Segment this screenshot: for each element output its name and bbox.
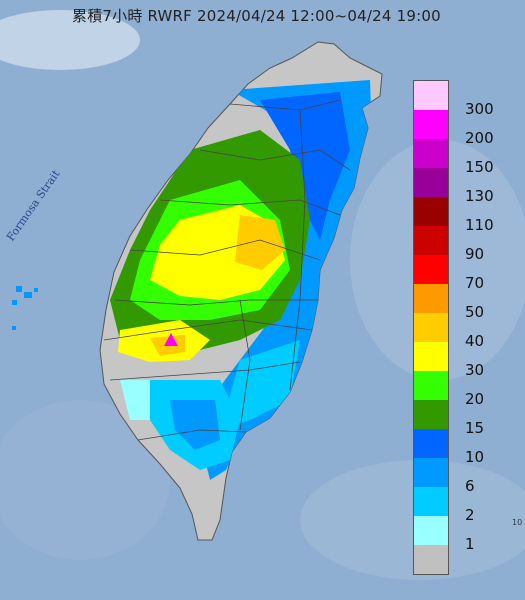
cloud-patch — [0, 10, 140, 70]
legend-label: 70 — [465, 274, 485, 292]
legend-swatch-column — [413, 80, 449, 575]
cloud-patch — [0, 400, 170, 560]
legend-swatch — [414, 545, 448, 574]
legend-label: 20 — [465, 390, 485, 408]
legend-swatch — [414, 400, 448, 429]
triangle-marker-icon — [164, 333, 178, 346]
legend-label: 150 — [465, 158, 494, 176]
legend-label: 10 — [465, 448, 485, 466]
legend-label: 2 — [465, 506, 475, 524]
legend-swatch — [414, 139, 448, 168]
legend-swatch — [414, 226, 448, 255]
cloud-patch — [300, 460, 525, 580]
legend-swatch — [414, 197, 448, 226]
legend-swatch — [414, 371, 448, 400]
county-boundaries — [103, 99, 351, 441]
legend-swatch — [414, 284, 448, 313]
legend-swatch — [414, 487, 448, 516]
legend-swatch — [414, 429, 448, 458]
legend-label: 130 — [465, 187, 494, 205]
legend-swatch — [414, 342, 448, 371]
legend-label: 110 — [465, 216, 494, 234]
legend-label: 200 — [465, 129, 494, 147]
legend-label: 1 — [465, 535, 475, 553]
rainfall-legend: 300 200 150 130 110 90 70 50 40 30 20 15 10 6 2 1 — [413, 80, 519, 575]
legend-label: 6 — [465, 477, 475, 495]
legend-label: 300 — [465, 100, 494, 118]
rainfall-overlay — [110, 80, 372, 480]
legend-label: 15 — [465, 419, 485, 437]
legend-label: 90 — [465, 245, 485, 263]
legend-label: 30 — [465, 361, 485, 379]
legend-swatch — [414, 168, 448, 197]
legend-swatch — [414, 110, 448, 139]
legend-swatch — [414, 458, 448, 487]
legend-swatch — [414, 313, 448, 342]
legend-swatch — [414, 81, 448, 110]
legend-label: 40 — [465, 332, 485, 350]
legend-swatch — [414, 516, 448, 545]
legend-swatch — [414, 255, 448, 284]
corner-label: 10 — [512, 518, 523, 527]
legend-label: 50 — [465, 303, 485, 321]
map-title: 累積7小時 RWRF 2024/04/24 12:00~04/24 19:00 — [72, 7, 441, 25]
penghu-islets — [12, 286, 38, 330]
